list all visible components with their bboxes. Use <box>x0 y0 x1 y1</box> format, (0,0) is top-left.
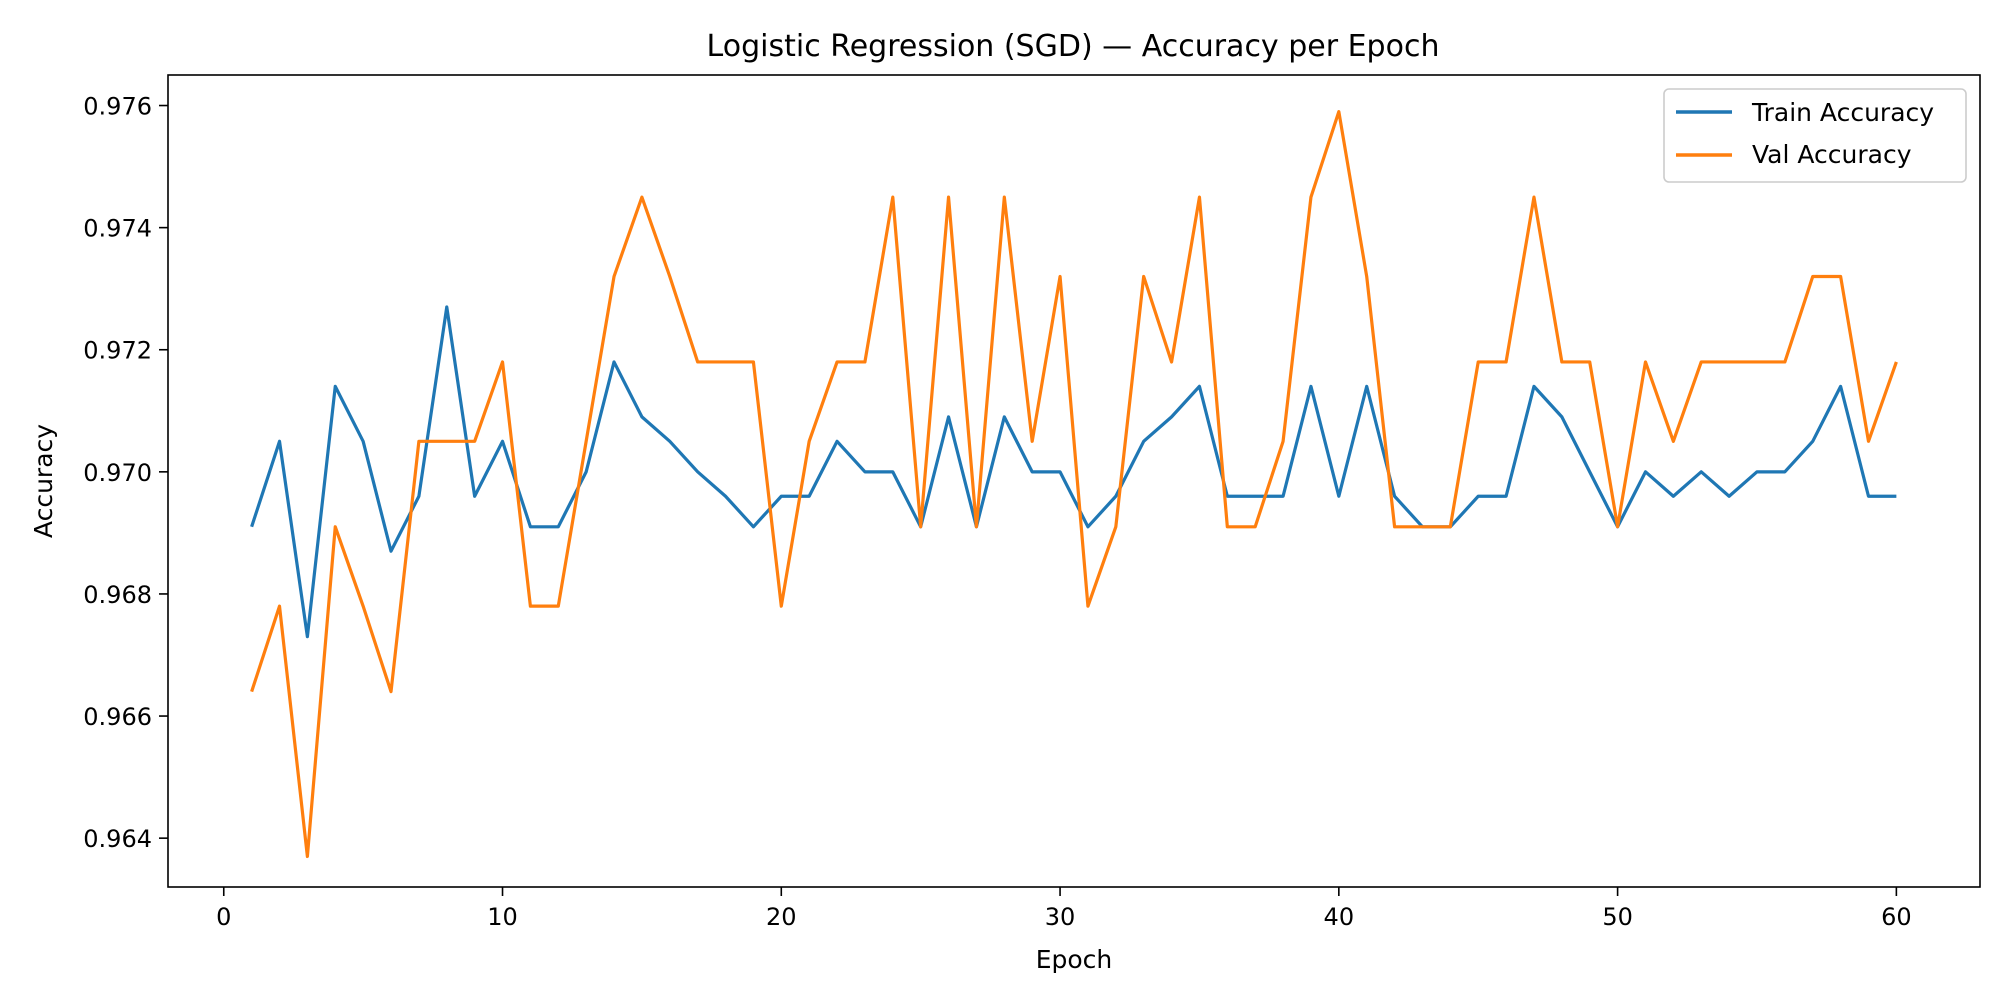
x-axis-label: Epoch <box>1036 945 1113 974</box>
chart-title: Logistic Regression (SGD) — Accuracy per… <box>707 29 1440 64</box>
x-tick-label: 20 <box>766 903 797 931</box>
legend-label-train: Train Accuracy <box>1751 98 1934 127</box>
y-axis: 0.964 0.966 0.968 0.970 0.972 0.974 0.976 <box>83 93 168 853</box>
y-tick-label: 0.970 <box>83 459 152 487</box>
x-tick-label: 0 <box>216 903 231 931</box>
x-tick-label: 10 <box>487 903 518 931</box>
x-tick-label: 30 <box>1045 903 1076 931</box>
legend-label-val: Val Accuracy <box>1752 140 1912 169</box>
x-tick-label: 40 <box>1324 903 1355 931</box>
y-axis-label: Accuracy <box>29 424 58 538</box>
y-tick-label: 0.964 <box>83 825 152 853</box>
y-tick-label: 0.972 <box>83 337 152 365</box>
x-axis: 0 10 20 30 40 50 60 <box>216 887 1912 931</box>
legend: Train Accuracy Val Accuracy <box>1663 88 1967 183</box>
y-tick-label: 0.974 <box>83 215 152 243</box>
legend-box <box>1663 88 1967 183</box>
val-accuracy-line <box>250 110 1898 859</box>
y-tick-label: 0.968 <box>83 581 152 609</box>
x-tick-label: 50 <box>1602 903 1633 931</box>
y-tick-label: 0.966 <box>83 703 152 731</box>
plot-area <box>250 110 1898 859</box>
plot-frame <box>167 74 1981 888</box>
x-tick-label: 60 <box>1881 903 1912 931</box>
train-accuracy-line <box>250 305 1897 639</box>
y-tick-label: 0.976 <box>83 93 152 121</box>
